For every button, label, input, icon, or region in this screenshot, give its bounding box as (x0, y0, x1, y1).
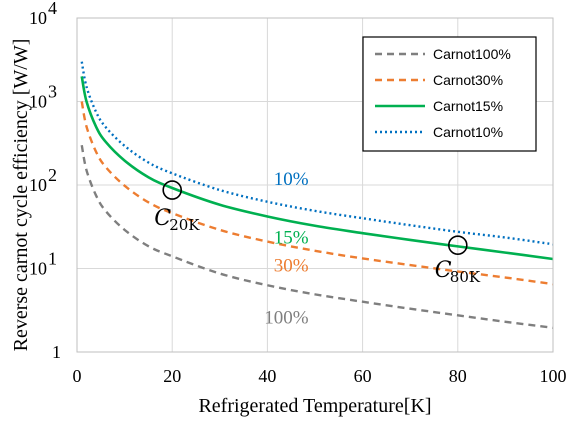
y-tick-label: 10 (29, 92, 47, 112)
y-tick-exponent: 3 (48, 82, 57, 102)
annotations: 10% 15% 30% 100% (264, 169, 309, 328)
annotation-label: 30% (274, 256, 309, 277)
y-tick-label: 10 (29, 175, 47, 195)
series-line-carnot100- (80, 144, 554, 329)
marker-circle (162, 180, 182, 200)
legend-entry: Carnot30% (433, 72, 503, 88)
legend-entry: Carnot15% (433, 98, 503, 114)
x-tick-label: 20 (163, 366, 181, 386)
marker-label: C (435, 258, 452, 283)
x-tick-label: 100 (540, 366, 567, 386)
marker-label: C (154, 206, 171, 231)
legend-entry: Carnot10% (433, 124, 503, 140)
series-line-carnot15- (80, 76, 554, 261)
x-tick-label: 80 (449, 366, 467, 386)
y-tick-exponent: 1 (48, 249, 57, 269)
annotation-label: 15% (274, 227, 309, 248)
marker-circle (447, 235, 468, 256)
x-tick-label: 40 (258, 366, 276, 386)
y-tick-label: 10 (29, 259, 47, 279)
x-tick-labels: 0 20 40 60 80 100 (73, 366, 567, 386)
y-tick-label: 1 (52, 342, 61, 362)
y-tick-exponent: 4 (48, 0, 57, 18)
legend-entry: Carnot100% (433, 46, 511, 62)
y-tick-exponent: 2 (48, 165, 57, 185)
annotation-label: 100% (264, 307, 309, 328)
plot-frame (76, 17, 554, 353)
y-tick-label: 10 (29, 8, 47, 28)
legend: Carnot100% Carnot30% Carnot15% Carnot10% (362, 36, 537, 152)
series-line-carnot10- (80, 61, 554, 246)
y-axis-title: Reverse carnot cycle efficiency [W/W] (10, 39, 32, 352)
marker-subscript: 80K (450, 268, 481, 286)
marker-subscript: 20K (169, 216, 200, 234)
annotation-label: 10% (274, 169, 309, 190)
x-tick-label: 0 (73, 366, 82, 386)
x-axis-title: Refrigerated Temperature[K] (198, 395, 431, 417)
x-tick-label: 60 (354, 366, 372, 386)
series-lines (80, 61, 554, 329)
